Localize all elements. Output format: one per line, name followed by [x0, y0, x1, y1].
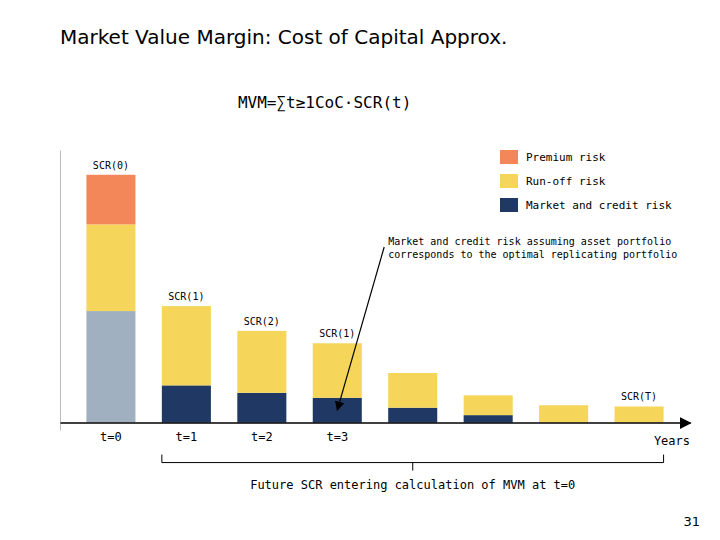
- formula: MVM=∑t≥1CoC·SCR(t): [238, 93, 411, 112]
- bar-segment: [464, 395, 513, 415]
- bar-segment: [539, 405, 588, 406]
- x-axis-line: [61, 422, 691, 424]
- bar-label: SCR(T): [621, 391, 657, 402]
- bar-segment: [539, 405, 588, 422]
- legend-label: Run-off risk: [526, 175, 606, 188]
- bar-segment: [615, 406, 664, 422]
- x-tick-label: t=3: [326, 430, 348, 444]
- title: Market Value Margin: Cost of Capital App…: [60, 25, 507, 49]
- y-axis-line: [60, 151, 61, 431]
- bar-segment: [162, 306, 211, 307]
- bar-segment: [388, 373, 437, 408]
- x-tick: t=1: [176, 430, 198, 444]
- bar-segment: [237, 331, 286, 393]
- legend-swatch: [500, 174, 518, 188]
- x-tick: t=3: [326, 430, 348, 444]
- bar-segment: [86, 311, 135, 423]
- bar-segment: [86, 175, 135, 225]
- bar-segment: [313, 343, 362, 344]
- x-axis: t=0 t=1 t=2 t=3: [61, 423, 691, 444]
- legend-swatch: [500, 150, 518, 164]
- legend-item: Premium risk: [500, 150, 606, 164]
- bar-segment: [464, 395, 513, 396]
- bar-segment: [464, 415, 513, 422]
- bar-segment: [388, 408, 437, 423]
- bar-segment: [388, 373, 437, 374]
- bar-segment: [237, 393, 286, 423]
- legend-item: Run-off risk: [500, 174, 606, 188]
- x-tick: t=2: [251, 430, 273, 444]
- series-0: [86, 311, 135, 423]
- annotation-line: corresponds to the optimal replicating p…: [388, 249, 677, 260]
- x-tick-label: t=1: [176, 430, 198, 444]
- legend-item: Market and credit risk: [500, 198, 672, 212]
- bar-segment: [86, 224, 135, 311]
- series-3: [86, 175, 135, 225]
- bar-label: SCR(1): [319, 328, 355, 339]
- brace-label: Future SCR entering calculation of MVM a…: [250, 478, 575, 492]
- legend-label: Market and credit risk: [526, 199, 672, 212]
- legend: Premium risk Run-off risk Market and credi…: [500, 150, 672, 212]
- bar-segment: [162, 306, 211, 385]
- annotation-line: Market and credit risk assuming asset po…: [388, 236, 671, 247]
- annotation-arrow: [337, 247, 384, 410]
- brace: [162, 455, 664, 471]
- bar-segment: [237, 330, 286, 331]
- annotation: Market and credit risk assuming asset po…: [388, 236, 677, 260]
- chart: Market Value Margin: Cost of Capital App…: [0, 0, 720, 540]
- bar-label: SCR(2): [244, 316, 280, 327]
- x-tick: t=0: [100, 430, 122, 444]
- y-axis: [60, 151, 61, 431]
- x-tick-label: t=2: [251, 430, 273, 444]
- legend-swatch: [500, 198, 518, 212]
- page-number: 31: [683, 514, 700, 529]
- bar-segment: [615, 406, 664, 407]
- bar-label: SCR(1): [168, 291, 204, 302]
- bar-label: SCR(0): [93, 160, 129, 171]
- x-axis-label: Years: [654, 434, 690, 448]
- x-tick-label: t=0: [100, 430, 122, 444]
- bars: [86, 175, 663, 423]
- legend-label: Premium risk: [526, 151, 606, 164]
- bar-segment: [162, 385, 211, 422]
